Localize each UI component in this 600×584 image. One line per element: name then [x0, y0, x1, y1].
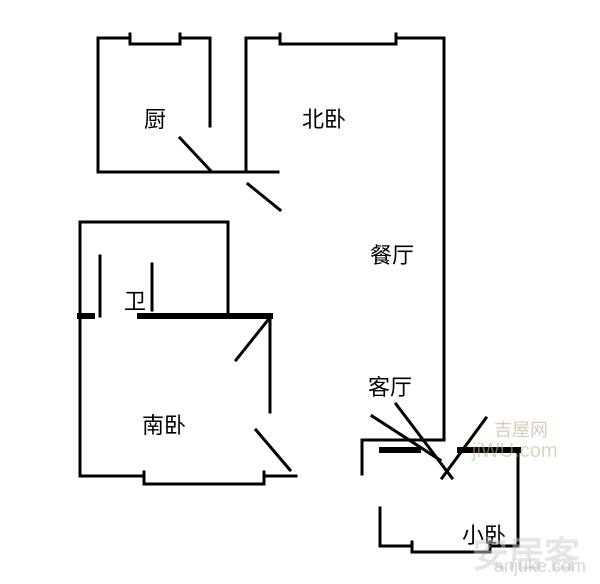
wall-segment — [256, 430, 290, 470]
label-north-bedroom: 北卧 — [302, 102, 346, 134]
floorplan-svg — [0, 0, 600, 584]
wall-segment — [372, 416, 440, 460]
wall-segment — [248, 184, 280, 210]
watermark-jiwu-en: jiWU.com — [472, 440, 558, 463]
watermark-jiwu-cn: 吉屋网 — [494, 416, 548, 442]
label-bathroom: 卫 — [124, 284, 146, 316]
floorplan-page: { "canvas": { "width": 600, "height": 58… — [0, 0, 600, 584]
watermark-anjuke-en: anjuke.com — [494, 556, 586, 577]
label-dining: 餐厅 — [370, 238, 414, 270]
label-living: 客厅 — [368, 370, 412, 402]
label-south-bedroom: 南卧 — [142, 408, 186, 440]
label-kitchen: 厨 — [144, 102, 166, 134]
wall-segment — [180, 138, 210, 170]
wall-segment — [236, 320, 268, 360]
